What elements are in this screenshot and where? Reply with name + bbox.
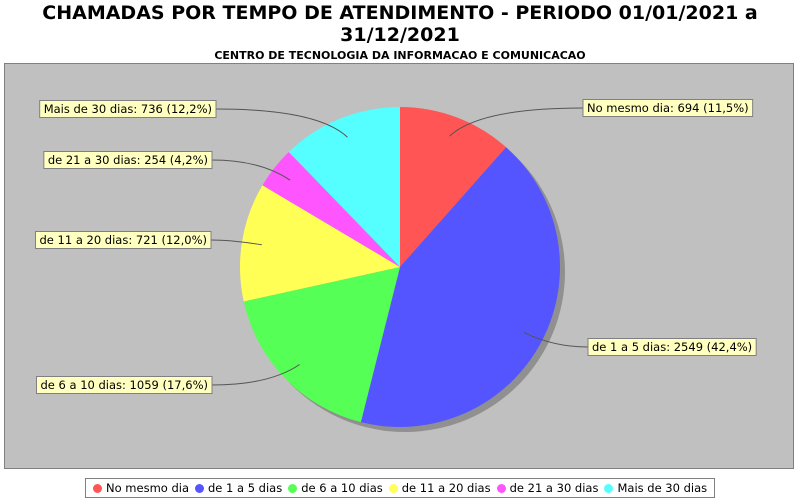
legend-item-no-mesmo-dia: No mesmo dia [93,481,189,495]
data-label-de-1-a-5-dias: de 1 a 5 dias: 2549 (42,4%) [592,340,752,354]
legend-swatch-no-mesmo-dia [93,483,102,493]
leader-line-de-11-a-20-dias [210,239,262,246]
data-label-de-21-a-30-dias: de 21 a 30 dias: 254 (4,2%) [48,153,208,167]
data-label-box-mais-de-30-dias [39,100,217,118]
legend-label-de-1-a-5-dias: de 1 a 5 dias [208,481,283,495]
chart-title-line-2: 31/12/2021 [340,24,460,46]
chart-legend: No mesmo dia de 1 a 5 dias de 6 a 10 dias d… [85,478,716,498]
legend-label-de-6-a-10-dias: de 6 a 10 dias [301,481,383,495]
leader-line-de-1-a-5-dias [523,331,589,348]
data-label-de-11-a-20-dias: de 11 a 20 dias: 721 (12,0%) [40,233,208,247]
legend-item-de-6-a-10-dias: de 6 a 10 dias [288,481,383,495]
legend-item-de-11-a-20-dias: de 11 a 20 dias [388,481,491,495]
legend-item-de-1-a-5-dias: de 1 a 5 dias [195,481,282,495]
data-label-box-no-mesmo-dia [582,99,754,117]
pie-slice-de-11-a-20-dias [240,185,400,302]
legend-label-mais-de-30-dias: Mais de 30 dias [617,481,708,495]
legend-swatch-mais-de-30-dias [604,483,614,493]
chart-title: CHAMADAS POR TEMPO DE ATENDIMENTO - PERI… [0,2,800,46]
leader-line-de-21-a-30-dias [211,159,291,181]
legend-swatch-de-21-a-30-dias [496,483,506,493]
chart-title-line-1: CHAMADAS POR TEMPO DE ATENDIMENTO - PERI… [42,2,758,24]
leader-line-mais-de-30-dias [215,108,348,138]
data-label-mais-de-30-dias: Mais de 30 dias: 736 (12,2%) [44,102,212,116]
legend-item-mais-de-30-dias: Mais de 30 dias [604,481,707,495]
legend-swatch-de-11-a-20-dias [388,483,398,493]
legend-label-no-mesmo-dia: No mesmo dia [106,481,189,495]
pie-slice-de-6-a-10-dias [243,267,400,423]
data-label-box-de-11-a-20-dias [35,231,212,249]
data-label-box-de-6-a-10-dias [36,376,213,394]
pie-slice-de-1-a-5-dias [360,147,561,428]
legend-label-de-11-a-20-dias: de 11 a 20 dias [401,481,491,495]
legend-label-de-21-a-30-dias: de 21 a 30 dias [509,481,599,495]
data-label-box-de-21-a-30-dias [43,151,213,169]
leader-line-de-6-a-10-dias [211,364,300,386]
legend-item-de-21-a-30-dias: de 21 a 30 dias [496,481,599,495]
chart-subtitle: CENTRO DE TECNOLOGIA DA INFORMACAO E COM… [214,49,586,62]
data-label-de-6-a-10-dias: de 6 a 10 dias: 1059 (17,6%) [41,378,209,392]
pie-slice-de-21-a-30-dias [262,152,400,267]
pie-slice-mais-de-30-dias [288,107,400,267]
leader-line-no-mesmo-dia [449,107,584,137]
legend-swatch-de-6-a-10-dias [288,483,298,493]
data-label-no-mesmo-dia: No mesmo dia: 694 (11,5%) [587,101,749,115]
data-label-box-de-1-a-5-dias [587,338,757,356]
pie-slice-no-mesmo-dia [400,107,507,267]
legend-swatch-de-1-a-5-dias [195,483,204,493]
